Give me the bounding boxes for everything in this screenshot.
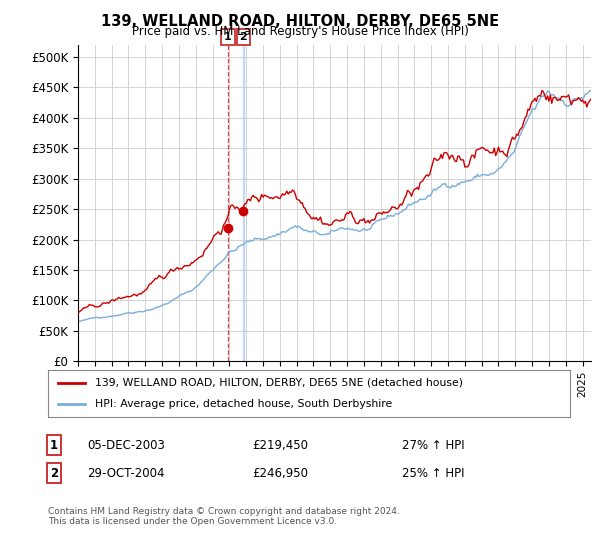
Text: Price paid vs. HM Land Registry's House Price Index (HPI): Price paid vs. HM Land Registry's House … [131, 25, 469, 38]
Text: HPI: Average price, detached house, South Derbyshire: HPI: Average price, detached house, Sout… [95, 399, 392, 409]
Text: 25% ↑ HPI: 25% ↑ HPI [402, 466, 464, 480]
Text: 1: 1 [224, 32, 232, 42]
Text: 139, WELLAND ROAD, HILTON, DERBY, DE65 5NE (detached house): 139, WELLAND ROAD, HILTON, DERBY, DE65 5… [95, 378, 463, 388]
Text: 1: 1 [50, 438, 58, 452]
Text: £219,450: £219,450 [252, 438, 308, 452]
Text: 05-DEC-2003: 05-DEC-2003 [87, 438, 165, 452]
Text: 2: 2 [239, 32, 247, 42]
Text: 27% ↑ HPI: 27% ↑ HPI [402, 438, 464, 452]
Text: 2: 2 [50, 466, 58, 480]
Text: 139, WELLAND ROAD, HILTON, DERBY, DE65 5NE: 139, WELLAND ROAD, HILTON, DERBY, DE65 5… [101, 14, 499, 29]
Bar [243, 45, 244, 361]
Text: 29-OCT-2004: 29-OCT-2004 [87, 466, 164, 480]
Text: Contains HM Land Registry data © Crown copyright and database right 2024.
This d: Contains HM Land Registry data © Crown c… [48, 507, 400, 526]
Text: £246,950: £246,950 [252, 466, 308, 480]
